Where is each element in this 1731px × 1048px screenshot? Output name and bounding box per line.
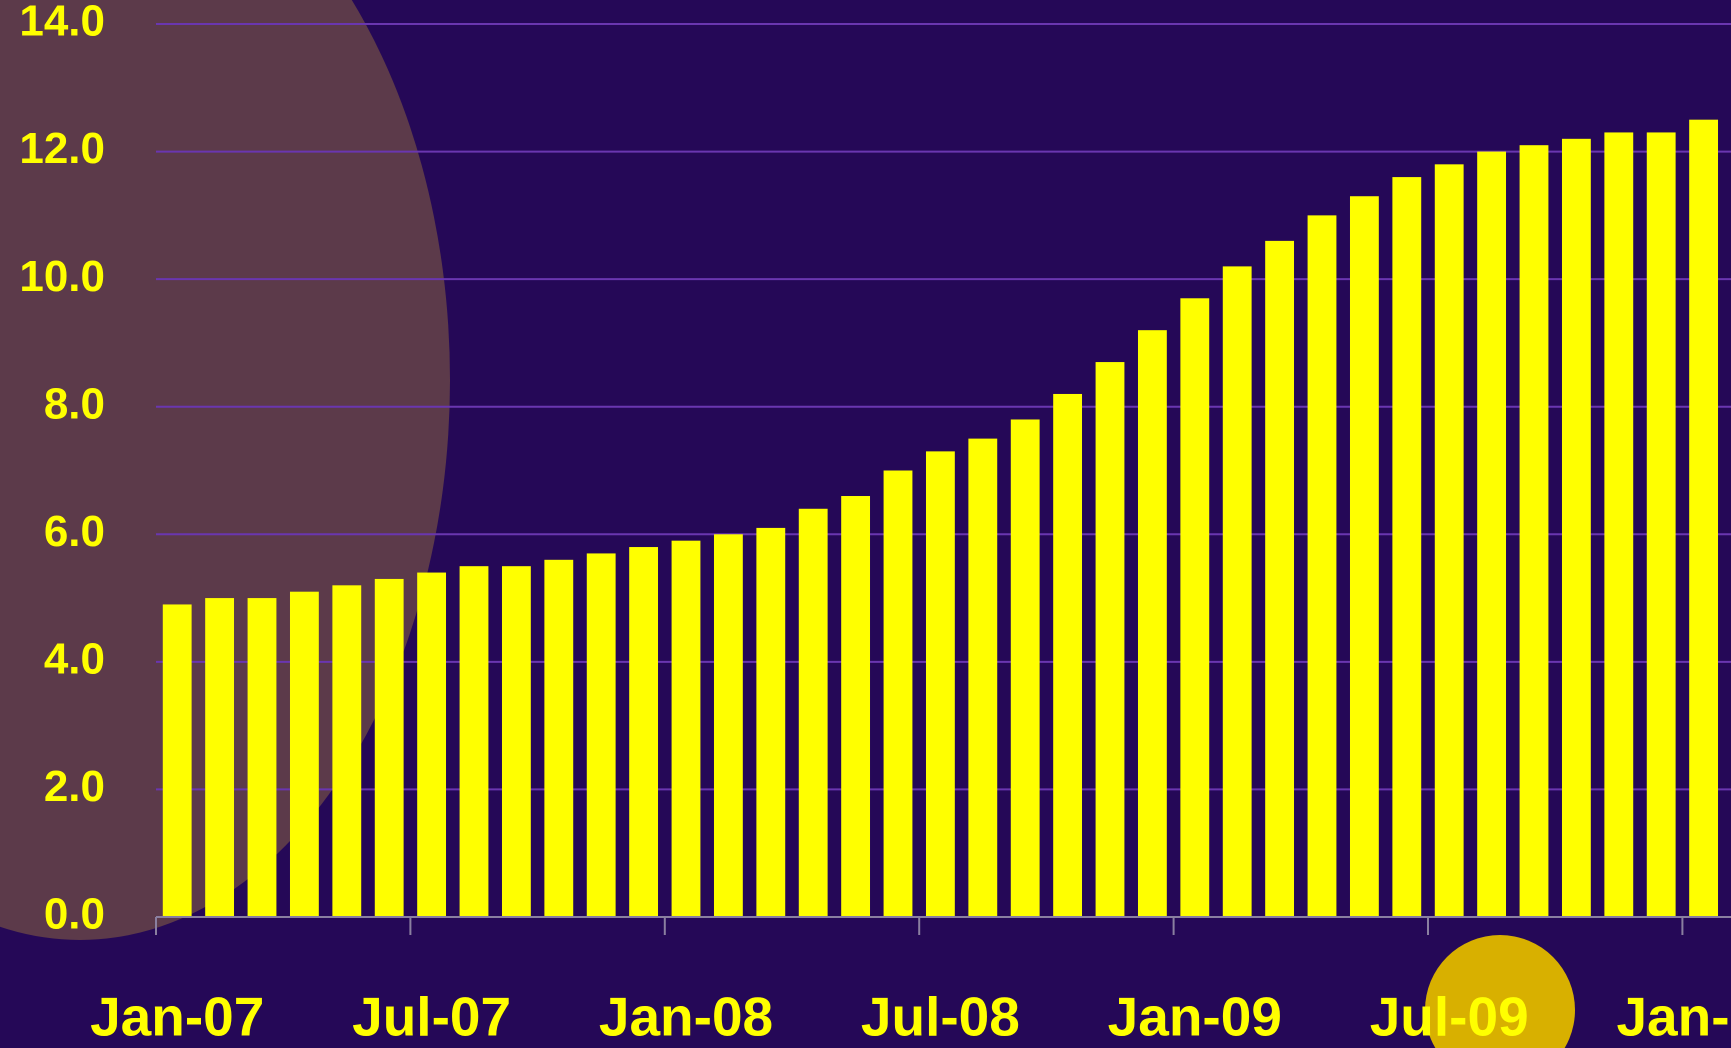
bar (332, 585, 361, 917)
bar (1308, 215, 1337, 917)
bar (1647, 132, 1676, 917)
bar (884, 471, 913, 918)
bar (629, 547, 658, 917)
y-tick-label: 0.0 (44, 890, 105, 939)
y-tick-label: 4.0 (44, 634, 105, 683)
page: {"chart_data": {"type": "bar", "categori… (0, 0, 1731, 1048)
bar (1053, 394, 1082, 917)
bar (248, 598, 277, 917)
bar (926, 451, 955, 917)
y-tick-label: 2.0 (44, 762, 105, 811)
bar (756, 528, 785, 917)
bar (544, 560, 573, 917)
bar (417, 573, 446, 917)
bar (502, 566, 531, 917)
x-tick-label: Jan-09 (1108, 986, 1282, 1048)
bar (1265, 241, 1294, 917)
x-tick-label: Jan-07 (90, 986, 264, 1048)
bar (1604, 132, 1633, 917)
y-tick-label: 8.0 (44, 379, 105, 428)
bar (1011, 419, 1040, 917)
bar (205, 598, 234, 917)
bar (1350, 196, 1379, 917)
bar (460, 566, 489, 917)
bar (1392, 177, 1421, 917)
bar (799, 509, 828, 917)
bar (672, 541, 701, 917)
bar (714, 534, 743, 917)
bar (1138, 330, 1167, 917)
bar (1562, 139, 1591, 917)
x-tick-label: Jul-08 (861, 986, 1020, 1048)
y-tick-label: 12.0 (19, 124, 105, 173)
x-tick-label: Jul-09 (1370, 986, 1529, 1048)
y-tick-label: 6.0 (44, 507, 105, 556)
y-tick-label: 10.0 (19, 252, 105, 301)
y-tick-label: 14.0 (19, 0, 105, 46)
bar (1689, 120, 1718, 917)
x-tick-label: Jan-08 (599, 986, 773, 1048)
bar (375, 579, 404, 917)
bar (1223, 266, 1252, 917)
bar (841, 496, 870, 917)
bar (163, 604, 192, 917)
x-tick-label: Jul-07 (352, 986, 511, 1048)
bar (1520, 145, 1549, 917)
bar (1435, 164, 1464, 917)
bar (968, 439, 997, 917)
bar (1180, 298, 1209, 917)
bar (290, 592, 319, 917)
bar (587, 553, 616, 917)
chart: 0.0 2.0 4.0 6.0 8.0 10.0 12.0 14.0 Jan-07 Jul-07 J… (0, 0, 1731, 1048)
bar (1477, 152, 1506, 917)
bar (1096, 362, 1125, 917)
x-tick-label: Jan-10 (1616, 986, 1731, 1048)
